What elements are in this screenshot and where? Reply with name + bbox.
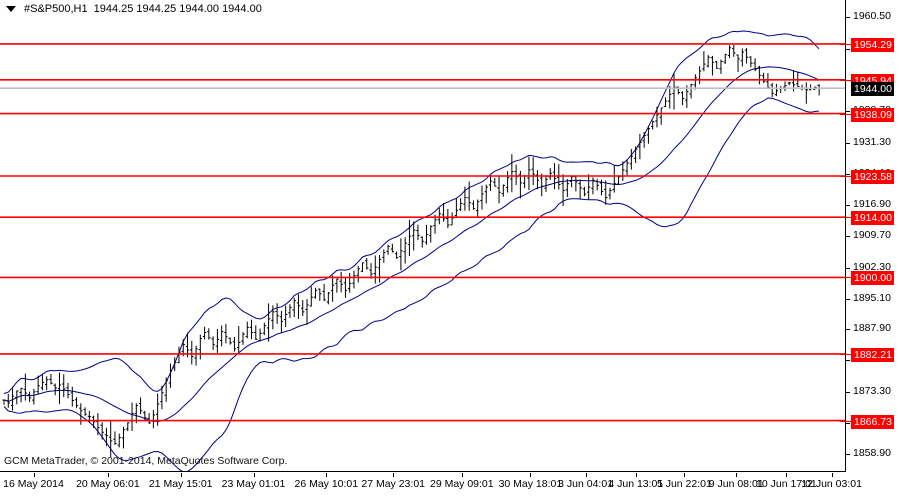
price-level-label[interactable]: 1938.09 [851,107,894,122]
bollinger-bands-group [3,30,820,471]
price-tick-mark [846,360,850,362]
price-tick-label: 1895.10 [853,291,891,304]
price-tick-label: 1931.30 [853,135,891,148]
chart-ohlc-values: 1944.25 1944.25 1944.00 1944.00 [93,3,262,15]
chart-plot-area[interactable] [0,0,846,472]
level-tick [840,217,851,219]
price-level-label[interactable]: 1923.58 [851,170,894,184]
price-tick-mark [846,49,850,51]
time-tick-mark [326,473,328,477]
time-tick-label: 16 May 2014 [3,478,64,490]
time-tick-mark [831,473,833,477]
price-tick-label: 1858.90 [853,447,891,460]
time-tick-label: 5 Jun 22:01 [656,478,712,490]
level-tick [840,113,851,115]
price-tick-mark [846,267,850,269]
price-tick-label: 1909.70 [853,228,891,241]
time-tick-mark [461,473,463,477]
price-level-label[interactable]: 1954.29 [851,37,894,52]
time-tick-label: 3 Jun 04:01 [558,478,614,490]
price-level-label[interactable]: 1866.73 [851,414,894,429]
price-scale[interactable]: 1954.29 1945.94 1938.09 1923.58 1914.00 1900.… [840,0,900,472]
time-tick-label: 10 Jun 17:01 [756,478,817,490]
time-scale[interactable]: 16 May 2014 20 May 06:01 21 May 15:01 23 Ma… [0,473,862,500]
price-tick-mark [846,173,850,175]
level-tick [840,79,851,81]
time-tick-mark [585,473,587,477]
price-tick-mark [846,142,850,144]
time-tick-mark [107,473,109,477]
price-tick-mark [846,204,850,206]
chart-symbol-label: #S&P500,H1 [24,3,88,15]
time-tick-mark [180,473,182,477]
time-tick-label: 20 May 06:01 [76,478,140,490]
time-tick-mark [530,473,532,477]
price-tick-mark [846,454,850,456]
level-tick [840,176,851,177]
horizontal-level-lines-group [0,43,845,422]
time-tick-label: 12 Jun 03:01 [801,478,862,490]
chart-header: #S&P500,H1 1944.25 1944.25 1944.00 1944.… [0,0,900,18]
price-level-label[interactable]: 1914.00 [851,211,894,226]
time-tick-mark [786,473,788,477]
price-tick-mark [846,17,850,19]
time-tick-mark [393,473,395,477]
time-tick-mark [736,473,738,477]
level-tick [840,353,851,355]
candlestick-series-group [2,45,821,458]
price-tick-label: 1873.30 [853,385,891,398]
price-tick-label: 1902.30 [853,260,891,273]
price-tick-label: 1887.90 [853,322,891,335]
level-tick [840,420,851,422]
time-tick-mark [33,473,35,477]
time-tick-label: 29 May 09:01 [429,478,494,490]
time-tick-label: 9 Jun 08:01 [708,478,764,490]
time-tick-label: 23 May 01:01 [221,478,286,490]
time-tick-label: 30 May 18:01 [498,478,563,490]
price-tick-mark [846,235,850,237]
price-level-label[interactable]: 1882.21 [851,347,894,362]
price-tick-mark [846,329,850,331]
price-tick-mark [846,392,850,394]
time-tick-mark [253,473,255,477]
price-tick-label: 1916.90 [853,197,891,210]
chevron-down-icon[interactable] [6,6,16,12]
price-chart-svg [0,30,845,471]
current-price-label[interactable]: 1944.00 [851,82,894,97]
copyright-notice: GCM MetaTrader, © 2001-2014, MetaQuotes … [4,455,288,467]
price-tick-mark [846,110,850,112]
time-tick-label: 4 Jun 13:01 [608,478,664,490]
time-tick-label: 26 May 10:01 [294,478,359,490]
time-tick-mark [684,473,686,477]
time-tick-label: 27 May 23:01 [361,478,426,490]
price-tick-mark [846,423,850,425]
level-tick [840,277,851,279]
price-tick-label: 1960.50 [853,10,891,23]
price-level-label[interactable]: 1900.00 [851,271,894,286]
time-tick-label: 21 May 15:01 [148,478,213,490]
level-tick [840,43,851,45]
time-tick-mark [635,473,637,477]
price-tick-mark [846,298,850,300]
